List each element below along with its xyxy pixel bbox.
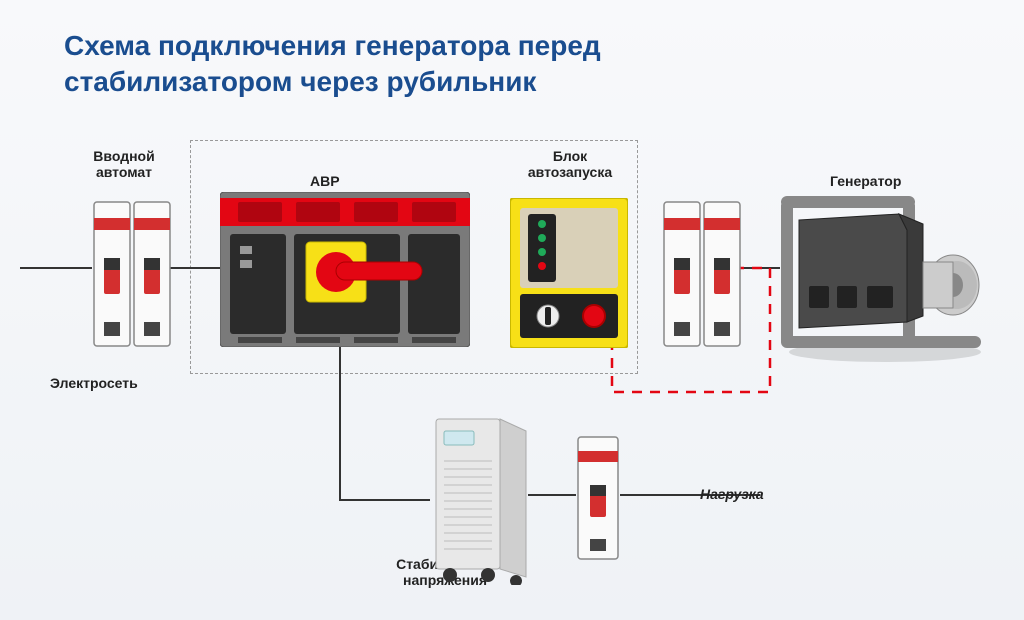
label-autostart: Блок автозапуска xyxy=(520,148,620,180)
generator-icon xyxy=(775,190,995,365)
label-grid: Электросеть xyxy=(50,375,138,391)
label-input-breaker: Вводной автомат xyxy=(84,148,164,180)
label-generator: Генератор xyxy=(830,173,901,189)
breaker-3-icon xyxy=(576,435,620,561)
avp-switch-icon xyxy=(220,192,470,347)
input-breaker-icon xyxy=(92,200,172,348)
stabilizer-icon xyxy=(430,415,530,585)
diagram-title: Схема подключения генератора перед стаби… xyxy=(64,28,664,101)
label-load: Нагрузка xyxy=(700,486,764,502)
autostart-block-icon xyxy=(510,198,628,348)
label-avp: АВР xyxy=(310,173,340,189)
breaker-2-icon xyxy=(662,200,742,348)
